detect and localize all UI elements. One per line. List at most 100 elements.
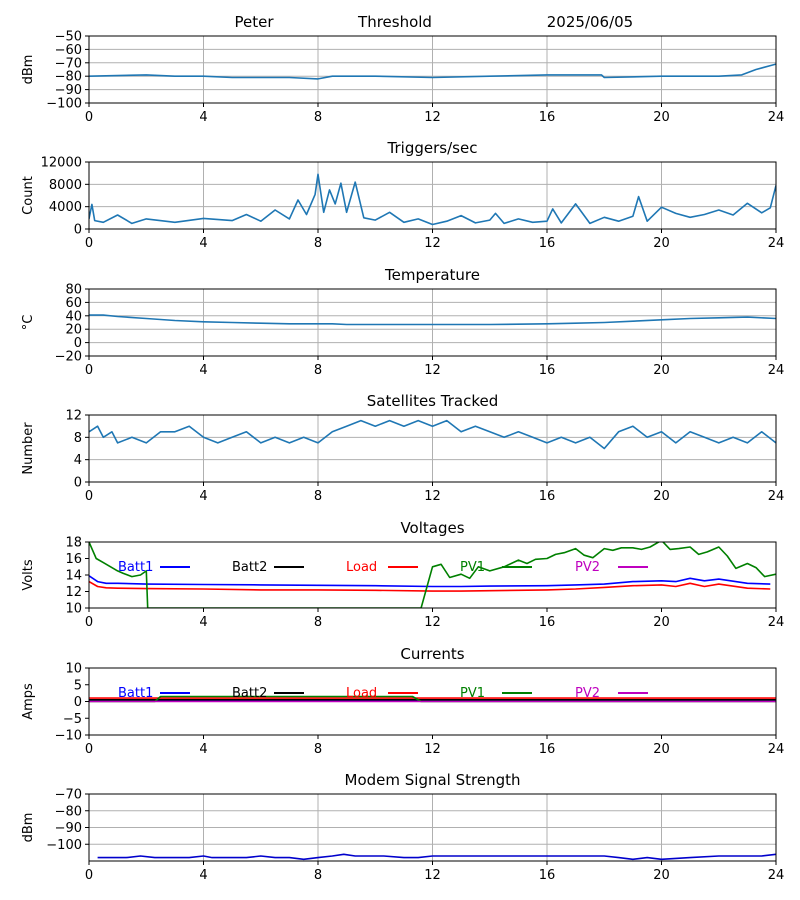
x-tick-label: 8 bbox=[314, 742, 322, 757]
x-tick-label: 8 bbox=[314, 615, 322, 630]
y-axis-label: Number bbox=[21, 422, 36, 475]
y-tick-label: 14 bbox=[65, 569, 82, 584]
plot-frame bbox=[88, 667, 777, 736]
x-tick-label: 24 bbox=[768, 489, 785, 504]
x-tick-label: 8 bbox=[314, 868, 322, 883]
panel-title: Temperature bbox=[384, 266, 480, 284]
x-tick-label: 16 bbox=[539, 868, 556, 883]
plot-frame bbox=[88, 414, 777, 483]
y-tick-label: 60 bbox=[65, 296, 82, 311]
y-tick-label: 0 bbox=[74, 336, 82, 351]
y-tick-label: 0 bbox=[74, 695, 82, 710]
x-tick-label: 4 bbox=[199, 868, 207, 883]
x-tick-label: 8 bbox=[314, 110, 322, 125]
panel-title: Currents bbox=[400, 645, 464, 663]
x-tick-label: 0 bbox=[85, 489, 93, 504]
x-tick-label: 20 bbox=[653, 868, 670, 883]
panel-title: Voltages bbox=[400, 519, 464, 537]
panel-title: Modem Signal Strength bbox=[345, 771, 521, 789]
panel-4: 0 4 8 12 16 20 24 0 4 8 12 Satellites Tracked Number bbox=[21, 392, 784, 504]
y-tick-label: 10 bbox=[65, 662, 82, 677]
y-axis-label: °C bbox=[21, 315, 36, 331]
x-tick-label: 8 bbox=[314, 489, 322, 504]
y-tick-label: 5 bbox=[74, 678, 82, 693]
x-tick-label: 0 bbox=[85, 868, 93, 883]
x-tick-label: 12 bbox=[424, 615, 441, 630]
y-tick-label: 12 bbox=[65, 585, 82, 600]
x-tick-label: 12 bbox=[424, 363, 441, 378]
y-tick-label: 20 bbox=[65, 323, 82, 338]
series-line-data bbox=[89, 173, 776, 226]
y-tick-label: 18 bbox=[65, 536, 82, 551]
x-tick-label: 4 bbox=[199, 742, 207, 757]
series-line-data bbox=[89, 314, 776, 326]
x-tick-label: 0 bbox=[85, 742, 93, 757]
y-axis-label: dBm bbox=[21, 55, 36, 85]
header-station: Peter bbox=[234, 13, 274, 31]
x-tick-label: 8 bbox=[314, 363, 322, 378]
x-tick-label: 12 bbox=[424, 868, 441, 883]
legend-label-batt2: Batt2 bbox=[232, 686, 267, 701]
y-tick-label: −60 bbox=[55, 43, 82, 58]
x-tick-label: 12 bbox=[424, 236, 441, 251]
y-tick-label: −20 bbox=[55, 350, 82, 365]
panel-title: Triggers/sec bbox=[387, 139, 478, 157]
y-tick-label: 10 bbox=[65, 602, 82, 617]
legend-label-batt2: Batt2 bbox=[232, 560, 267, 575]
legend-label-pv1: PV1 bbox=[460, 560, 485, 575]
x-tick-label: 24 bbox=[768, 868, 785, 883]
legend-label-batt1: Batt1 bbox=[118, 686, 153, 701]
legend-label-load: Load bbox=[346, 686, 377, 701]
y-tick-label: 8000 bbox=[49, 178, 82, 193]
y-tick-label: −80 bbox=[55, 70, 82, 85]
y-axis-label: Volts bbox=[21, 559, 36, 591]
legend-label-pv1: PV1 bbox=[460, 686, 485, 701]
legend-label-load: Load bbox=[346, 560, 377, 575]
x-tick-label: 16 bbox=[539, 110, 556, 125]
y-tick-label: −70 bbox=[55, 788, 82, 803]
y-tick-label: 12 bbox=[65, 409, 82, 424]
panel-7: 0 4 8 12 16 20 24 −100 −90 −80−70 Modem Signal Str… bbox=[21, 771, 784, 883]
plot-frame bbox=[88, 288, 777, 357]
y-tick-label: 16 bbox=[65, 552, 82, 567]
x-tick-label: 20 bbox=[653, 363, 670, 378]
x-tick-label: 16 bbox=[539, 236, 556, 251]
y-tick-label: −80 bbox=[55, 804, 82, 819]
header-date: 2025/06/05 bbox=[547, 13, 633, 31]
x-tick-label: 16 bbox=[539, 363, 556, 378]
y-tick-label: 4 bbox=[74, 453, 82, 468]
x-tick-label: 4 bbox=[199, 489, 207, 504]
y-tick-label: 8 bbox=[74, 431, 82, 446]
legend-label-batt1: Batt1 bbox=[118, 560, 153, 575]
series-line-pv1 bbox=[89, 542, 776, 608]
x-tick-label: 4 bbox=[199, 615, 207, 630]
x-tick-label: 20 bbox=[653, 110, 670, 125]
panel-1: 0 4 8 12 16 20 24 −100−90−80−70−60−50 dBm bbox=[21, 30, 784, 126]
y-tick-label: 4000 bbox=[49, 200, 82, 215]
x-tick-label: 12 bbox=[424, 742, 441, 757]
legend-label-pv2: PV2 bbox=[575, 560, 600, 575]
x-tick-label: 16 bbox=[539, 489, 556, 504]
y-tick-label: −90 bbox=[55, 821, 82, 836]
header-mode: Threshold bbox=[357, 13, 432, 31]
y-axis-label: Count bbox=[21, 176, 36, 215]
x-tick-label: 4 bbox=[199, 110, 207, 125]
series-line-load bbox=[89, 580, 771, 592]
x-tick-label: 24 bbox=[768, 236, 785, 251]
x-tick-label: 4 bbox=[199, 363, 207, 378]
x-tick-label: 0 bbox=[85, 615, 93, 630]
y-tick-label: −10 bbox=[55, 729, 82, 744]
x-tick-label: 12 bbox=[424, 489, 441, 504]
series-line-data bbox=[89, 63, 776, 80]
x-tick-label: 8 bbox=[314, 236, 322, 251]
legend-label-pv2: PV2 bbox=[575, 686, 600, 701]
y-tick-label: 80 bbox=[65, 283, 82, 298]
x-tick-label: 20 bbox=[653, 615, 670, 630]
x-tick-label: 20 bbox=[653, 742, 670, 757]
plot-frame bbox=[88, 541, 777, 609]
series-line-data bbox=[97, 853, 776, 861]
plot-frame bbox=[88, 793, 777, 862]
